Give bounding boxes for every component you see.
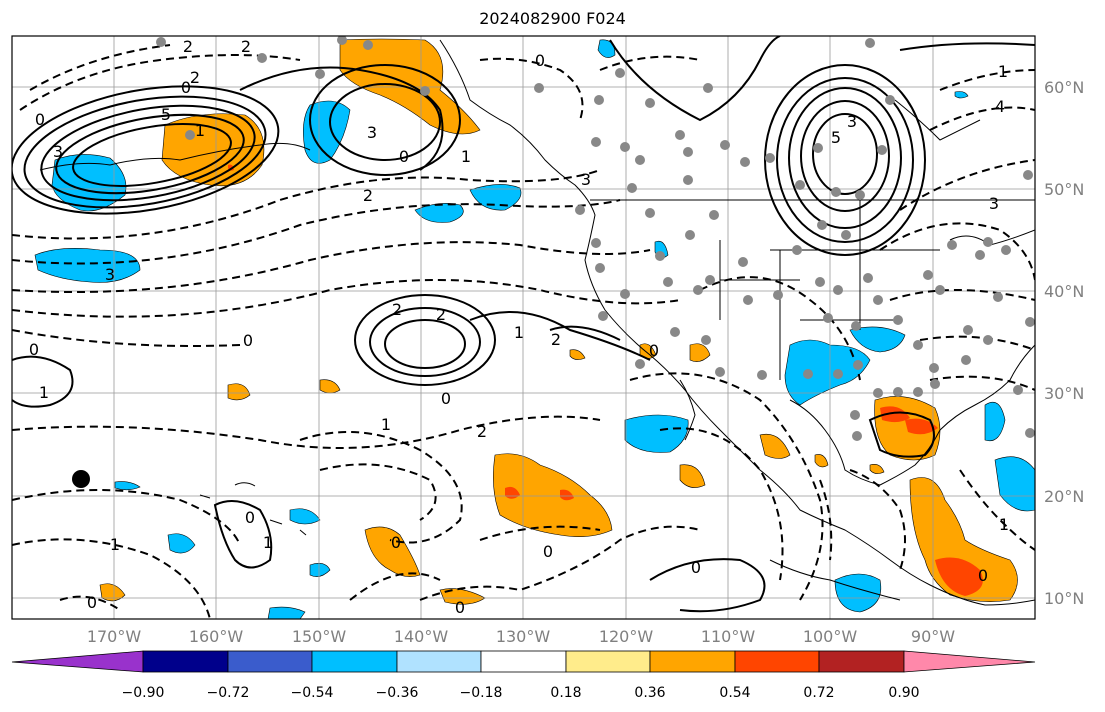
colorbar-ticks: −0.90 −0.72 −0.54 −0.36 −0.18 0.18 0.36 … bbox=[122, 685, 920, 701]
contour-label: 1 bbox=[110, 535, 120, 554]
contour-label: 1 bbox=[998, 62, 1008, 81]
contour-label: 3 bbox=[847, 112, 857, 131]
contour-label: 0 bbox=[181, 78, 191, 97]
contour-label: 5 bbox=[161, 105, 171, 124]
colorbar-segment bbox=[311, 650, 398, 673]
contour-label: 3 bbox=[581, 170, 591, 189]
colorbar-segment bbox=[142, 650, 229, 673]
lon-label: 100°W bbox=[803, 627, 858, 646]
colorbar-tick: −0.90 bbox=[122, 685, 165, 701]
contour-label: 1 bbox=[263, 533, 273, 552]
contour-label: 2 bbox=[241, 37, 251, 56]
lon-label: 110°W bbox=[701, 627, 756, 646]
lat-label: 60°N bbox=[1044, 78, 1084, 97]
contour-label: 3 bbox=[105, 265, 115, 284]
lon-label: 170°W bbox=[87, 627, 142, 646]
contour-label: 4 bbox=[995, 97, 1005, 116]
contour-label: 2 bbox=[436, 305, 446, 324]
contour-labels: 2 2 0 5 3 0 0 1 2 3 0 3 5 3 4 1 3 0 2 2 … bbox=[29, 37, 1009, 617]
lon-label: 150°W bbox=[292, 627, 347, 646]
contour-label: 0 bbox=[535, 51, 545, 70]
colorbar-segment bbox=[649, 650, 736, 673]
lon-label: 120°W bbox=[599, 627, 654, 646]
contour-label: 0 bbox=[245, 508, 255, 527]
contour-label: 0 bbox=[455, 598, 465, 617]
colorbar-segment bbox=[818, 650, 905, 673]
contour-label: 2 bbox=[551, 330, 561, 349]
negative-shading bbox=[34, 39, 1035, 619]
colorbar-segment bbox=[734, 650, 820, 673]
colorbar-tick: −0.18 bbox=[460, 685, 503, 701]
latitude-labels: 60°N 50°N 40°N 30°N 20°N 10°N bbox=[1044, 78, 1084, 608]
colorbar-extend-right bbox=[903, 650, 1036, 673]
contour-label: 0 bbox=[243, 331, 253, 350]
contour-label: 0 bbox=[543, 542, 553, 561]
contour-label: 5 bbox=[831, 128, 841, 147]
coastlines bbox=[39, 39, 1035, 606]
location-marker bbox=[72, 470, 90, 488]
strong-positive-shading bbox=[228, 164, 983, 596]
contour-label: 0 bbox=[978, 566, 988, 585]
contour-label: 1 bbox=[381, 415, 391, 434]
contour-lines-solid bbox=[12, 36, 1035, 613]
contour-label: 0 bbox=[391, 533, 401, 552]
colorbar-segment bbox=[565, 650, 651, 673]
colorbar-segment bbox=[480, 650, 567, 673]
lon-label: 160°W bbox=[189, 627, 244, 646]
colorbar-tick: 0.72 bbox=[803, 685, 834, 701]
contour-label: 0 bbox=[87, 593, 97, 612]
contour-label: 3 bbox=[367, 123, 377, 142]
contour-label: 0 bbox=[649, 341, 659, 360]
contour-label: 1 bbox=[195, 121, 205, 140]
graticule bbox=[12, 36, 1035, 619]
map-frame bbox=[11, 35, 1036, 620]
station-markers bbox=[156, 36, 1035, 441]
contour-label: 0 bbox=[399, 147, 409, 166]
contour-label: 1 bbox=[39, 383, 49, 402]
contour-lines-dashed bbox=[12, 44, 1035, 619]
colorbar-tick: 0.36 bbox=[634, 685, 665, 701]
colorbar bbox=[11, 650, 1036, 673]
colorbar-segment bbox=[227, 650, 313, 673]
contour-label: 3 bbox=[989, 194, 999, 213]
colorbar-segment bbox=[396, 650, 482, 673]
longitude-labels: 170°W 160°W 150°W 140°W 130°W 120°W 110°… bbox=[87, 627, 955, 646]
lat-label: 20°N bbox=[1044, 487, 1084, 506]
contour-label: 0 bbox=[35, 110, 45, 129]
lat-label: 30°N bbox=[1044, 384, 1084, 403]
contour-label: 3 bbox=[53, 142, 63, 161]
colorbar-tick: 0.54 bbox=[719, 685, 750, 701]
colorbar-extend-left bbox=[11, 650, 144, 673]
contour-label: 0 bbox=[691, 558, 701, 577]
lon-label: 130°W bbox=[496, 627, 551, 646]
contour-label: 2 bbox=[190, 68, 200, 87]
lat-label: 10°N bbox=[1044, 589, 1084, 608]
colorbar-tick: −0.36 bbox=[376, 685, 419, 701]
contour-label: 1 bbox=[461, 147, 471, 166]
contour-label: 0 bbox=[441, 389, 451, 408]
colorbar-tick: 0.18 bbox=[550, 685, 581, 701]
map-title: 2024082900 F024 bbox=[479, 9, 626, 28]
contour-label: 1 bbox=[514, 323, 524, 342]
contour-label: 2 bbox=[363, 186, 373, 205]
colorbar-tick: −0.72 bbox=[207, 685, 250, 701]
lon-label: 140°W bbox=[394, 627, 449, 646]
contour-label: 0 bbox=[29, 340, 39, 359]
colorbar-tick: 0.90 bbox=[888, 685, 919, 701]
lat-label: 40°N bbox=[1044, 282, 1084, 301]
contour-label: 2 bbox=[183, 37, 193, 56]
contour-label: 2 bbox=[477, 422, 487, 441]
colorbar-tick: −0.54 bbox=[291, 685, 334, 701]
lat-label: 50°N bbox=[1044, 180, 1084, 199]
lon-label: 90°W bbox=[911, 627, 955, 646]
contour-label: 1 bbox=[999, 515, 1009, 534]
contour-label: 2 bbox=[392, 300, 402, 319]
map-area: 2 2 0 5 3 0 0 1 2 3 0 3 5 3 4 1 3 0 2 2 … bbox=[12, 36, 1035, 619]
